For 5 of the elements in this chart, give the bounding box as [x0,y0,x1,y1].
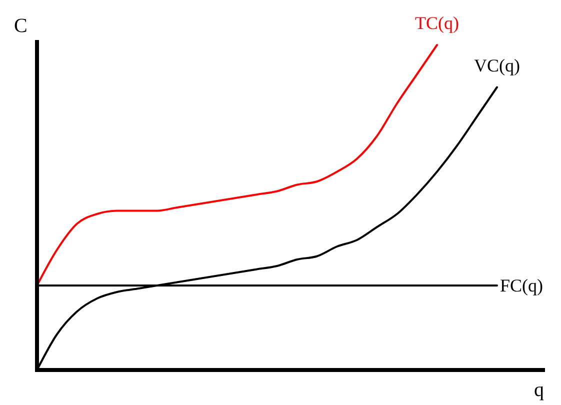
y-axis-title: C [14,15,28,37]
series-label: VC(q) [474,55,520,76]
series-label: TC(q) [415,13,459,33]
series-label: FC(q) [500,276,544,296]
x-axis-title: q [534,379,544,401]
